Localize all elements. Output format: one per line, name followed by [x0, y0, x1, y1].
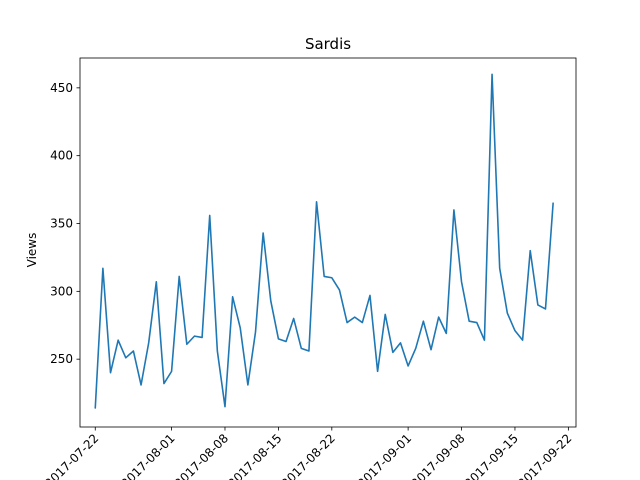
x-tick-label: 2017-08-15 — [225, 431, 284, 480]
x-tick-label: 2017-09-08 — [408, 431, 467, 480]
x-tick-label: 2017-09-01 — [355, 431, 414, 480]
x-axis: 2017-07-22 2017-08-012017-08-082017-08-15… — [42, 427, 574, 480]
y-tick-label: 350 — [50, 217, 73, 231]
plot-frame — [79, 57, 577, 428]
x-tick-label: 2017-09-22 — [515, 431, 574, 480]
y-tick-label: 300 — [50, 284, 73, 298]
y-tick-label: 400 — [50, 149, 73, 163]
chart-title: Sardis — [305, 35, 351, 53]
x-tick-label: 2017-08-01 — [118, 431, 177, 480]
x-tick-label: 2017-08-08 — [172, 431, 231, 480]
y-tick-label: 250 — [50, 352, 73, 366]
x-tick-label: 2017-09-15 — [462, 431, 521, 480]
y-axis-label: Views — [25, 233, 39, 268]
x-tick-label: 2017-08-22 — [279, 431, 338, 480]
x-tick-label: 2017-07-22 — [42, 431, 101, 480]
y-tick-label: 450 — [50, 81, 73, 95]
series-line-0 — [94, 73, 554, 409]
series-layer — [94, 73, 554, 409]
y-axis: 250 300 350 400 450 — [50, 81, 80, 366]
